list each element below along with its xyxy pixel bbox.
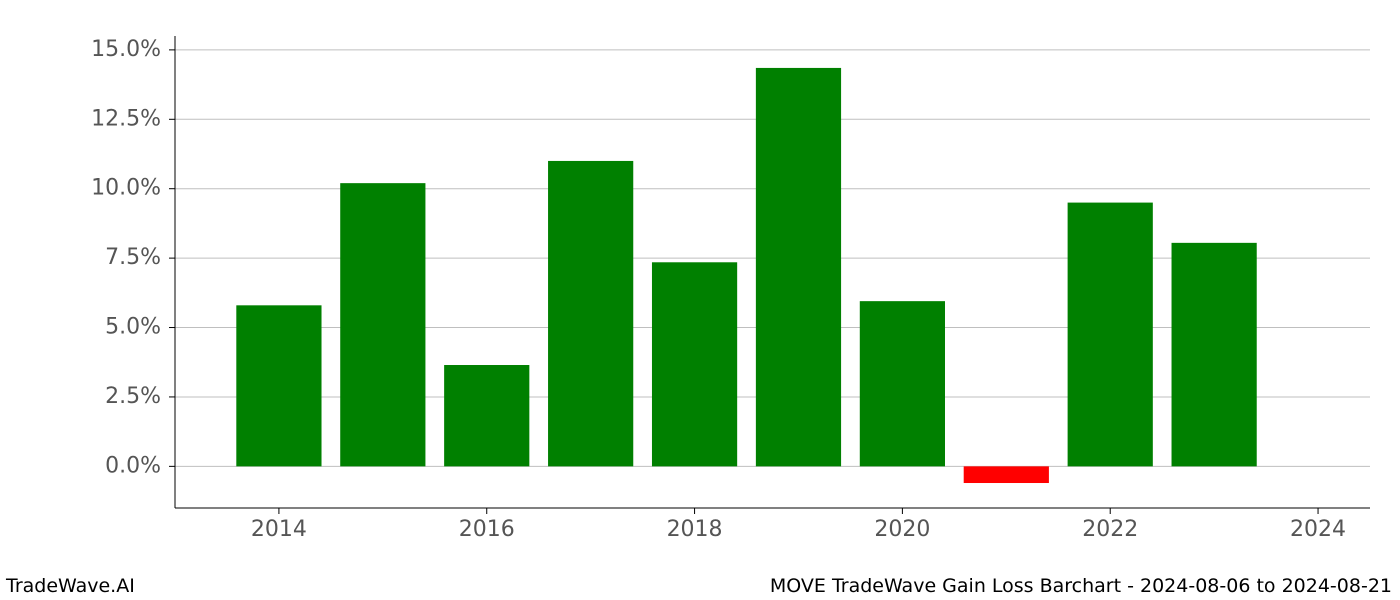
bar	[860, 301, 945, 466]
barchart-svg: 0.0%2.5%5.0%7.5%10.0%12.5%15.0%201420162…	[0, 0, 1400, 600]
x-ticks: 2014 2016 2018 2020 2022 2024	[251, 508, 1346, 542]
bar	[340, 183, 425, 466]
bar	[236, 305, 321, 466]
bar	[444, 365, 529, 466]
y-tick-label: 7.5%	[105, 245, 161, 270]
y-tick-label: 10.0%	[91, 176, 161, 201]
y-tick-label: 12.5%	[91, 106, 161, 131]
bar	[1172, 243, 1257, 467]
x-tick-label: 2018	[667, 517, 723, 542]
bar	[652, 262, 737, 466]
chart-container: 0.0%2.5%5.0%7.5%10.0%12.5%15.0%201420162…	[0, 0, 1400, 600]
x-tick-label: 2016	[459, 517, 515, 542]
x-tick-label: 2024	[1290, 517, 1346, 542]
y-tick-label: 5.0%	[105, 315, 161, 340]
y-ticks: 0.0% 2.5% 5.0% 7.5% 10.0% 12.5% 15.0%	[91, 37, 175, 478]
y-tick-label: 0.0%	[105, 453, 161, 478]
bars	[236, 68, 1256, 483]
footer-left-text: TradeWave.AI	[5, 575, 135, 597]
bar	[548, 161, 633, 466]
x-tick-label: 2020	[874, 517, 930, 542]
y-tick-label: 2.5%	[105, 384, 161, 409]
bar	[1068, 203, 1153, 467]
bar	[756, 68, 841, 466]
footer-right-text: MOVE TradeWave Gain Loss Barchart - 2024…	[770, 575, 1392, 597]
y-tick-label: 15.0%	[91, 37, 161, 62]
x-tick-label: 2014	[251, 517, 307, 542]
x-tick-label: 2022	[1082, 517, 1138, 542]
bar	[964, 466, 1049, 483]
